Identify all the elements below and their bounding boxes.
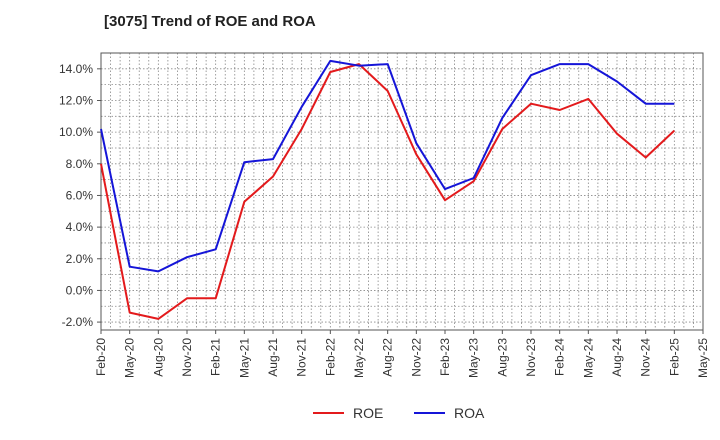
y-axis-ticks: -2.0% 0.0% 2.0% 4.0% 6.0% 8.0% 10.0% 12.0% 14.0% xyxy=(59,62,101,329)
x-tick-label: Nov-20 xyxy=(180,338,194,377)
y-tick-label: 2.0% xyxy=(66,252,94,266)
x-tick-label: May-20 xyxy=(123,338,137,378)
x-tick-label: Nov-21 xyxy=(295,338,309,377)
x-tick-label: May-24 xyxy=(581,338,595,378)
plot-frame xyxy=(100,52,704,331)
x-tick-label: May-21 xyxy=(237,338,251,378)
x-tick-label: Aug-24 xyxy=(610,338,624,377)
x-tick-label: Feb-21 xyxy=(209,338,223,376)
x-tick-label: May-25 xyxy=(696,338,710,378)
x-tick-label: Feb-20 xyxy=(94,338,108,376)
x-tick-label: Aug-20 xyxy=(151,338,165,377)
grid-lines xyxy=(100,53,704,330)
x-tick-label: Feb-24 xyxy=(553,338,567,376)
x-tick-label: May-22 xyxy=(352,338,366,378)
x-tick-label: Nov-22 xyxy=(409,338,423,377)
x-tick-label: Nov-23 xyxy=(524,338,538,377)
series-lines xyxy=(100,59,675,320)
series-line-roe xyxy=(100,63,675,320)
legend-label-roa: ROA xyxy=(454,405,485,421)
x-tick-label: Aug-21 xyxy=(266,338,280,377)
y-tick-label: 14.0% xyxy=(59,62,93,76)
y-tick-label: 12.0% xyxy=(59,93,93,107)
series-line-roa xyxy=(100,59,675,273)
legend: ROE ROA xyxy=(313,405,485,421)
y-tick-label: 4.0% xyxy=(66,220,94,234)
x-tick-label: Feb-23 xyxy=(438,338,452,376)
y-tick-label: 0.0% xyxy=(66,283,94,297)
x-tick-label: May-23 xyxy=(467,338,481,378)
x-tick-label: Feb-25 xyxy=(667,338,681,376)
x-tick-label: Nov-24 xyxy=(639,338,653,377)
y-tick-label: 8.0% xyxy=(66,157,94,171)
y-tick-label: -2.0% xyxy=(62,315,94,329)
x-axis-ticks: Feb-20 May-20 Aug-20 Nov-20 Feb-21 May-21 Aug-… xyxy=(94,330,710,378)
legend-label-roe: ROE xyxy=(353,405,383,421)
x-tick-label: Aug-22 xyxy=(381,338,395,377)
x-tick-label: Feb-22 xyxy=(323,338,337,376)
chart-title: [3075] Trend of ROE and ROA xyxy=(104,13,316,30)
y-tick-label: 6.0% xyxy=(66,188,94,202)
x-tick-label: Aug-23 xyxy=(495,338,509,377)
y-tick-label: 10.0% xyxy=(59,125,93,139)
plot-area xyxy=(101,53,703,330)
